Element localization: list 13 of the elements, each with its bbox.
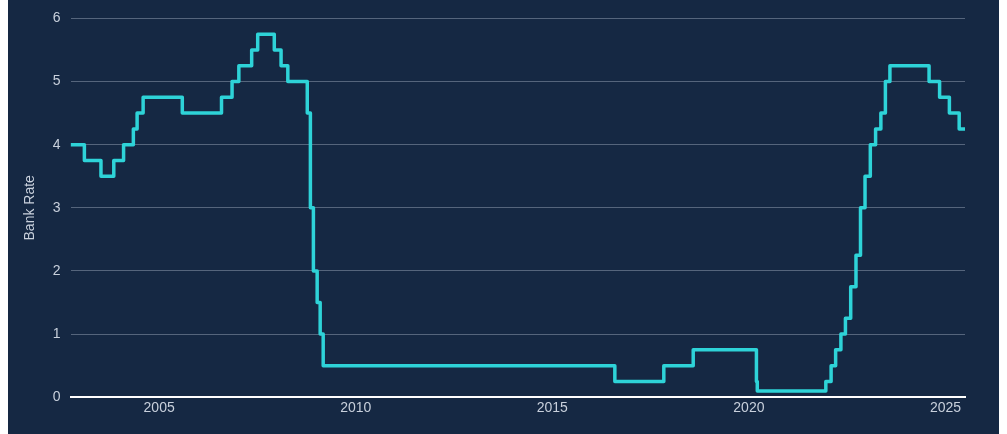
y-axis-title: Bank Rate [21,174,38,241]
y-tick-label: 4 [52,135,61,152]
y-tick-label: 6 [52,9,61,26]
x-tick-label: 2010 [340,399,372,416]
y-tick-label: 1 [52,324,61,341]
y-tick-label: 5 [52,72,61,89]
x-tick-label: 2015 [536,399,569,416]
x-tick-label: 2020 [733,399,765,416]
y-tick-label: 2 [52,261,61,278]
y-tick-label: 3 [52,198,61,215]
x-tick-label: 2025 [929,399,962,416]
x-tick-label: 2005 [143,399,175,416]
y-tick-label: 0 [52,388,61,405]
